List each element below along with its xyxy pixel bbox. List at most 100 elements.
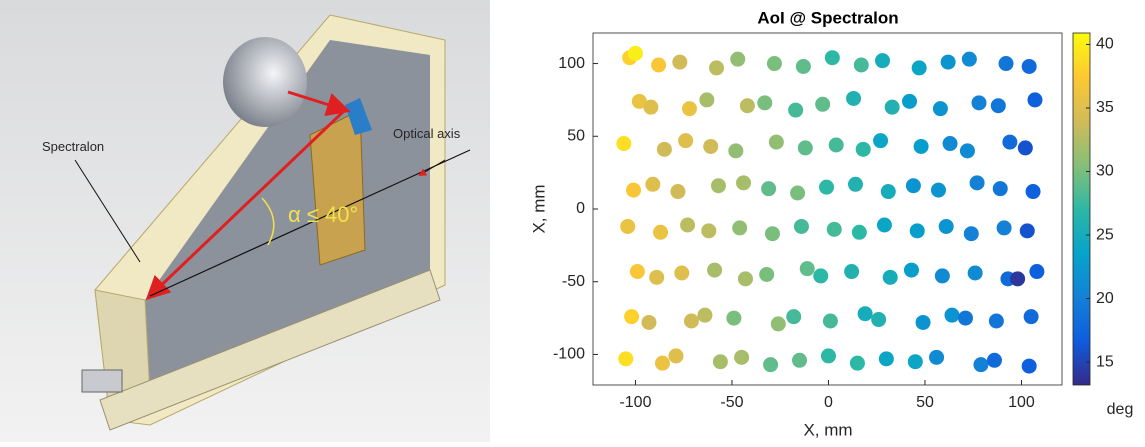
scatter-point xyxy=(761,181,776,196)
scatter-point xyxy=(848,177,863,192)
label-optical-axis: Optical axis xyxy=(393,126,461,141)
scatter-point xyxy=(678,133,693,148)
scatter-point xyxy=(875,53,890,68)
scatter-point xyxy=(912,60,927,75)
scatter-point xyxy=(962,52,977,67)
scatter-point xyxy=(856,142,871,157)
scatter-point xyxy=(757,95,772,110)
chart-title: AoI @ Spectralon xyxy=(757,8,898,27)
scatter-point xyxy=(993,181,1008,196)
scatter-point xyxy=(734,350,749,365)
y-tick-label: -100 xyxy=(553,346,585,363)
scatter-point xyxy=(1018,140,1033,155)
scatter-point xyxy=(796,59,811,74)
scatter-point xyxy=(699,92,714,107)
scatter-point xyxy=(964,226,979,241)
scatter-point xyxy=(649,270,664,285)
scatter-point xyxy=(879,351,894,366)
scatter-point xyxy=(1002,135,1017,150)
colorbar-tick-label: 30 xyxy=(1096,163,1114,180)
scatter-point xyxy=(813,268,828,283)
scatter-point xyxy=(641,315,656,330)
scatter-point xyxy=(630,264,645,279)
y-tick-label: 100 xyxy=(558,55,585,72)
scatter-point xyxy=(914,139,929,154)
scatter-point xyxy=(740,98,755,113)
scatter-point xyxy=(943,136,958,151)
scatter-point xyxy=(697,308,712,323)
scatter-point xyxy=(904,263,919,278)
scatter-point xyxy=(726,311,741,326)
scatter-point xyxy=(767,56,782,71)
scatter-point xyxy=(1010,271,1025,286)
scatter-point xyxy=(769,135,784,150)
scatter-point xyxy=(672,55,687,70)
scatter-point xyxy=(736,175,751,190)
scatter-point xyxy=(618,351,633,366)
scatter-point xyxy=(616,136,631,151)
scatter-point xyxy=(800,261,815,276)
scatter-point xyxy=(883,270,898,285)
scatter-point xyxy=(908,354,923,369)
scatter-point xyxy=(728,143,743,158)
colorbar xyxy=(1073,33,1090,385)
scatter-point xyxy=(674,266,689,281)
y-tick-label: 50 xyxy=(567,127,585,144)
scatter-point xyxy=(771,316,786,331)
scatter-point xyxy=(790,186,805,201)
scatter-point xyxy=(931,183,946,198)
scatter-point xyxy=(645,177,660,192)
scatter-point xyxy=(844,264,859,279)
scatter-point xyxy=(854,58,869,73)
scatter-point xyxy=(972,95,987,110)
scatter-point xyxy=(657,142,672,157)
scatter-point xyxy=(730,52,745,67)
scatter-point xyxy=(910,223,925,238)
scatter-point xyxy=(873,133,888,148)
scatter-point xyxy=(1022,359,1037,374)
x-tick-label: 0 xyxy=(824,394,833,411)
y-tick-label: -50 xyxy=(562,273,585,290)
scatter-point xyxy=(701,223,716,238)
scatter-point xyxy=(707,263,722,278)
scatter-point xyxy=(823,314,838,329)
scatter-point xyxy=(827,222,842,237)
scatter-point xyxy=(668,348,683,363)
x-axis-label: X, mm xyxy=(803,420,852,439)
scatter-point xyxy=(680,218,695,233)
scatter-point xyxy=(1020,223,1035,238)
label-spectralon: Spectralon xyxy=(42,139,104,154)
scatter-point xyxy=(643,100,658,115)
scatter-point xyxy=(916,315,931,330)
scatter-point xyxy=(798,140,813,155)
scatter-point xyxy=(670,184,685,199)
scatter-point xyxy=(628,46,643,61)
scatter-point xyxy=(682,101,697,116)
scatter-point xyxy=(852,225,867,240)
scatter-point xyxy=(877,218,892,233)
scatter-point xyxy=(794,219,809,234)
scatter-point xyxy=(711,178,726,193)
scatter-point xyxy=(997,220,1012,235)
scatter-point xyxy=(819,180,834,195)
scatter-point xyxy=(620,219,635,234)
scatter-point xyxy=(703,139,718,154)
colorbar-label: deg xyxy=(1107,401,1134,418)
y-axis-label: X, mm xyxy=(529,184,548,233)
scatter-point xyxy=(788,103,803,118)
x-tick-label: 100 xyxy=(1008,394,1035,411)
colorbar-tick-label: 15 xyxy=(1096,353,1114,370)
scatter-point xyxy=(960,143,975,158)
scatter-point xyxy=(1027,92,1042,107)
scatter-point xyxy=(655,356,670,371)
scatter-point xyxy=(850,356,865,371)
x-tick-label: 50 xyxy=(916,394,934,411)
colorbar-tick-label: 40 xyxy=(1096,36,1114,53)
colorbar-tick-label: 20 xyxy=(1096,290,1114,307)
scatter-point xyxy=(970,175,985,190)
scatter-point xyxy=(973,357,988,372)
plot-area xyxy=(593,33,1062,385)
scatter-point xyxy=(935,268,950,283)
scatter-point xyxy=(765,226,780,241)
scatter-point xyxy=(713,354,728,369)
